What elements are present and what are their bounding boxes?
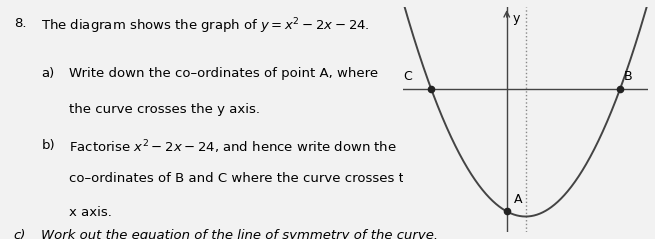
Text: b): b) (41, 139, 55, 152)
Text: The diagram shows the graph of $y = x^2 - 2x - 24$.: The diagram shows the graph of $y = x^2 … (41, 17, 370, 36)
Text: Write down the co–ordinates of point A, where: Write down the co–ordinates of point A, … (69, 67, 378, 80)
Text: Factorise $x^2 - 2x - 24$, and hence write down the: Factorise $x^2 - 2x - 24$, and hence wri… (69, 139, 396, 156)
Text: B: B (624, 70, 633, 83)
Text: Work out the equation of the line of symmetry of the curve.: Work out the equation of the line of sym… (41, 229, 438, 239)
Text: co–ordinates of B and C where the curve crosses the: co–ordinates of B and C where the curve … (69, 172, 421, 185)
Text: 8.: 8. (14, 17, 26, 30)
Text: the curve crosses the y axis.: the curve crosses the y axis. (69, 103, 260, 116)
Text: A: A (514, 193, 523, 206)
Text: C: C (403, 70, 412, 83)
Text: x axis.: x axis. (69, 206, 111, 218)
Text: y: y (512, 12, 520, 25)
Text: a): a) (41, 67, 54, 80)
Text: c): c) (14, 229, 26, 239)
